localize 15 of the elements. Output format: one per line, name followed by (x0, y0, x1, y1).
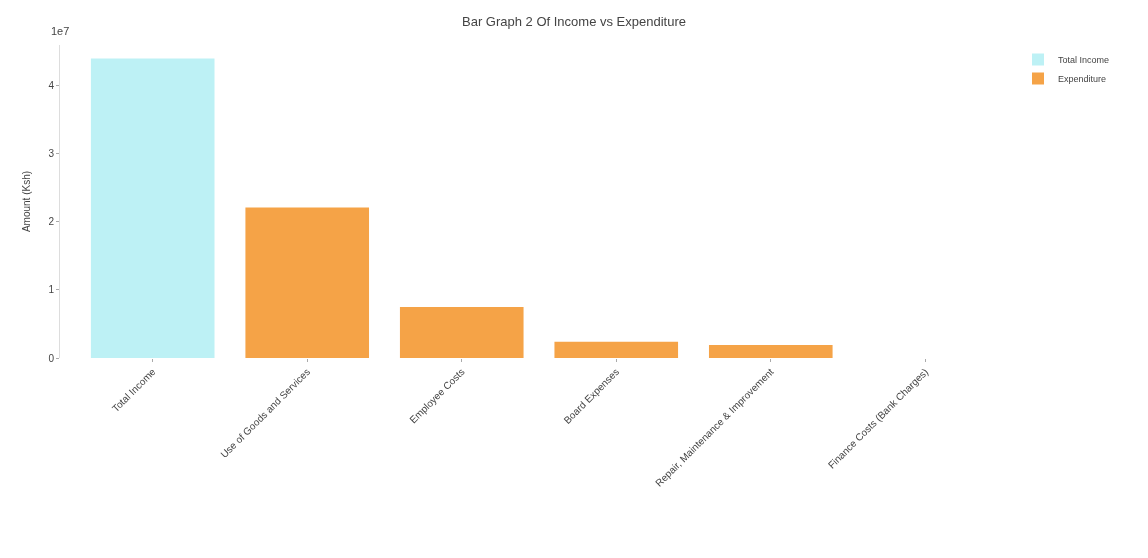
y-tick-label: 3 (48, 148, 55, 160)
y-tick-label: 4 (48, 80, 55, 92)
bar (245, 207, 370, 358)
y-axis-title: Amount (Ksh) (21, 170, 32, 233)
legend-label: Total Income (1058, 55, 1110, 66)
bar (399, 306, 524, 358)
y-tick-label: 2 (48, 216, 55, 228)
bar (708, 345, 833, 358)
y-tick-label: 1 (48, 284, 55, 296)
y-tick-label: 0 (48, 352, 55, 364)
chart-title: Bar Graph 2 Of Income vs Expenditure (462, 13, 686, 29)
bar (554, 341, 679, 358)
text: 1e7 (51, 25, 70, 37)
legend-label: Expenditure (1058, 74, 1107, 85)
bar (90, 58, 215, 358)
